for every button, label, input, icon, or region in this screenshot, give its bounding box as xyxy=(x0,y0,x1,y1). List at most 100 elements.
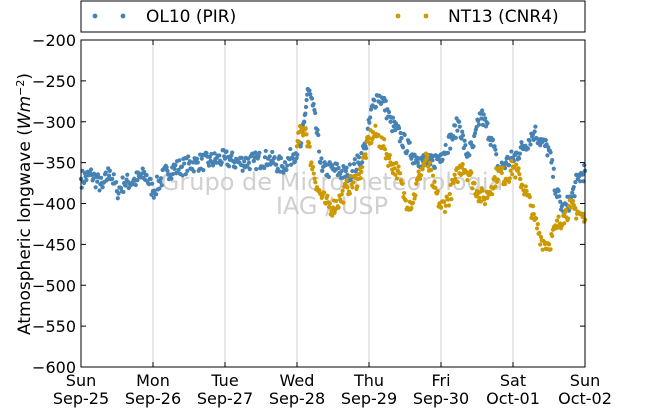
y-tick-label: −550 xyxy=(32,317,76,336)
data-point xyxy=(345,184,350,190)
data-point xyxy=(535,222,540,227)
data-point xyxy=(111,172,116,177)
data-point xyxy=(402,132,407,138)
data-point xyxy=(364,146,369,151)
x-tick-label-day: Sun xyxy=(66,371,96,390)
data-point xyxy=(368,115,373,120)
data-point xyxy=(251,158,256,164)
data-point xyxy=(106,173,112,178)
data-point xyxy=(353,173,358,178)
data-point xyxy=(210,163,216,168)
data-point xyxy=(369,140,374,145)
data-point xyxy=(157,186,162,191)
data-point xyxy=(367,120,372,125)
legend-label: NT13 (CNR4) xyxy=(448,7,559,27)
data-point xyxy=(306,140,312,145)
data-point xyxy=(507,176,512,181)
data-point xyxy=(537,230,542,235)
data-point xyxy=(158,176,164,181)
data-point xyxy=(480,188,485,193)
data-point xyxy=(274,162,279,167)
data-point xyxy=(531,212,536,217)
data-point xyxy=(581,179,586,184)
data-point xyxy=(347,191,352,196)
data-point xyxy=(422,163,427,168)
data-point xyxy=(373,104,379,110)
data-point xyxy=(334,161,340,167)
data-point xyxy=(405,149,410,154)
data-point xyxy=(532,129,537,134)
data-point xyxy=(88,167,94,172)
data-point xyxy=(348,173,353,179)
data-point xyxy=(100,184,105,190)
data-point xyxy=(460,162,465,167)
data-point xyxy=(418,173,424,178)
data-point xyxy=(398,130,403,136)
data-point xyxy=(382,137,387,142)
data-point xyxy=(185,168,190,173)
data-point xyxy=(344,178,349,183)
data-point xyxy=(118,186,124,191)
data-point xyxy=(366,135,372,141)
series-points xyxy=(78,86,588,252)
data-point xyxy=(556,214,561,219)
series-1 xyxy=(294,123,588,252)
data-point xyxy=(222,156,228,161)
data-point xyxy=(407,140,412,145)
data-point xyxy=(288,146,293,152)
y-tick-label: −450 xyxy=(32,235,76,254)
data-point xyxy=(400,181,405,186)
data-point xyxy=(183,172,188,177)
data-point xyxy=(318,160,323,165)
data-point xyxy=(410,200,416,205)
data-point xyxy=(186,154,191,159)
data-point xyxy=(476,122,482,127)
data-point xyxy=(317,188,322,193)
data-point xyxy=(123,183,128,188)
legend-marker xyxy=(120,13,126,19)
data-point xyxy=(524,188,529,194)
data-point xyxy=(550,174,556,179)
data-point xyxy=(403,198,408,203)
y-tick-label: −400 xyxy=(32,195,76,214)
data-point xyxy=(451,180,456,185)
data-point xyxy=(386,109,392,115)
data-point xyxy=(170,171,176,177)
data-point xyxy=(452,123,458,128)
data-point xyxy=(340,188,345,193)
data-point xyxy=(456,119,462,124)
data-point xyxy=(533,124,538,129)
data-point xyxy=(427,160,432,165)
data-point xyxy=(350,185,355,190)
data-point xyxy=(548,150,553,155)
watermark-line-1: Grupo de Micrometeorologia xyxy=(161,168,503,196)
data-point xyxy=(154,174,160,179)
data-point xyxy=(409,205,414,211)
data-point xyxy=(463,143,468,148)
data-point xyxy=(528,142,533,147)
data-point xyxy=(430,173,436,178)
data-point xyxy=(442,209,448,215)
data-point xyxy=(425,153,430,158)
data-point xyxy=(518,176,523,182)
data-point xyxy=(396,126,402,131)
data-point xyxy=(517,156,522,161)
data-point xyxy=(556,188,561,193)
data-point xyxy=(472,181,477,186)
data-point xyxy=(146,182,152,187)
legend-marker xyxy=(395,13,401,19)
data-point xyxy=(305,92,310,97)
data-point xyxy=(341,200,346,205)
data-point xyxy=(438,205,444,210)
data-point xyxy=(397,139,402,144)
data-point xyxy=(490,192,495,197)
data-point xyxy=(563,207,568,212)
data-point xyxy=(545,153,550,158)
data-point xyxy=(373,123,378,128)
data-point xyxy=(114,180,119,185)
data-point xyxy=(386,156,392,161)
x-tick-label-date: Sep-28 xyxy=(269,389,325,408)
data-point xyxy=(195,160,200,165)
data-point xyxy=(390,115,396,120)
data-point xyxy=(311,171,316,176)
